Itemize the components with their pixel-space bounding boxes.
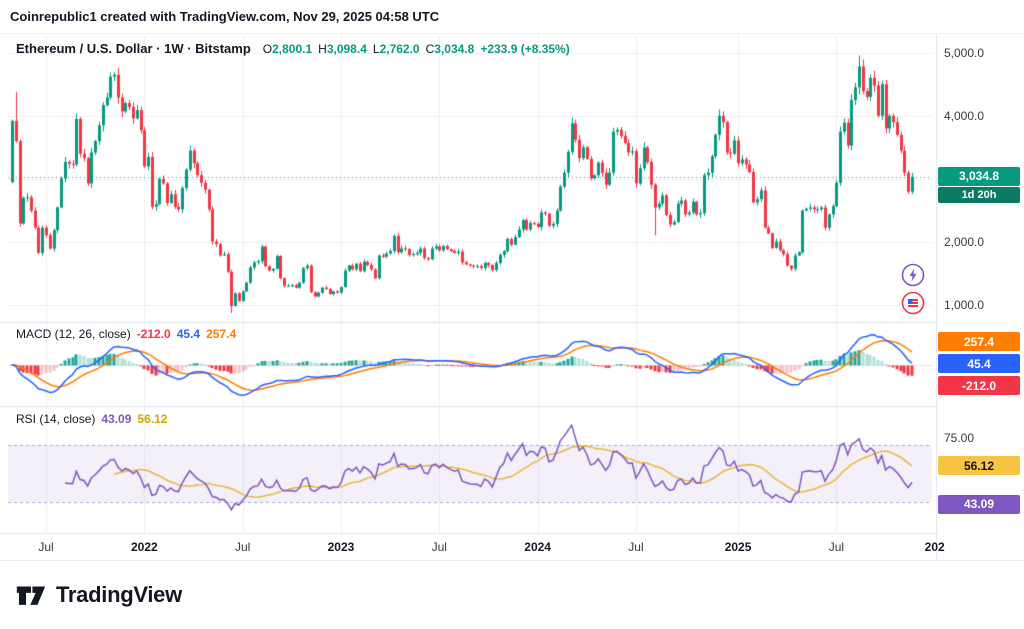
ohlc-low: L2,762.0 [372,42,420,56]
tradingview-logo-icon[interactable] [14,578,48,612]
macd-histogram-value: -212.0 [136,327,171,341]
tradingview-wordmark[interactable]: TradingView [56,582,182,607]
bar-countdown-badge: 1d 20h [938,186,1020,203]
rsi-legend[interactable]: RSI (14, close) 43.09 56.12 [16,412,167,426]
rsi-value-badge: 43.09 [938,494,1020,514]
price-scale-label: 1,000.0 [944,298,985,313]
x-axis-tick-label: Jul [828,540,845,554]
footer-brand-bar: TradingView [0,560,1024,629]
x-axis-tick-label: Jul [38,540,54,554]
x-axis-tick-label: 2023 [327,540,355,554]
flag-icon[interactable] [900,290,926,316]
price-scale-label: 5,000.0 [944,45,985,60]
macd-legend[interactable]: MACD (12, 26, close) -212.0 45.4 257.4 [16,327,236,341]
current-price-badge: 3,034.8 [938,166,1020,186]
macd-signal-badge: 257.4 [938,332,1020,351]
boost-icon[interactable] [900,262,926,288]
rsi-ma-value: 56.12 [137,412,168,426]
us-flag-icon [901,291,925,315]
attribution-text: Coinrepublic1 created with TradingView.c… [10,9,440,24]
macd-signal-value: 257.4 [206,327,237,341]
attribution-bar: Coinrepublic1 created with TradingView.c… [0,0,1024,34]
x-axis-tick-label: 2025 [724,540,752,554]
macd-line-value: 45.4 [176,327,201,341]
ohlc-high: H3,098.4 [318,42,367,56]
price-scale-label: 4,000.0 [944,108,985,123]
ohlc-close: C3,034.8 [425,42,475,56]
rsi-ma-badge: 56.12 [938,456,1020,476]
macd-histogram-badge: -212.0 [938,376,1020,395]
x-axis-tick-label: Jul [235,540,251,554]
ohlc-change: +233.9 (+8.35%) [480,42,570,56]
symbol-legend[interactable]: Ethereum / U.S. Dollar · 1W · Bitstamp O… [16,41,570,56]
x-axis-tick-label: 202 [924,540,945,554]
rsi-value: 43.09 [101,412,132,426]
symbol-title[interactable]: Ethereum / U.S. Dollar · 1W · Bitstamp [16,41,251,56]
rsi-title[interactable]: RSI (14, close) [16,412,96,426]
x-axis-tick-label: Jul [628,540,644,554]
macd-title[interactable]: MACD (12, 26, close) [16,327,131,341]
x-axis-tick-label: 2024 [524,540,551,554]
x-axis-tick-label: 2022 [130,540,158,554]
ohlc-open: O2,800.1 [262,42,313,56]
lightning-bolt-icon [901,263,925,287]
macd-line-badge: 45.4 [938,354,1020,373]
rsi-scale-label: 75.00 [944,431,975,446]
x-axis-tick-label: Jul [431,540,447,554]
price-scale-label: 2,000.0 [944,235,985,250]
